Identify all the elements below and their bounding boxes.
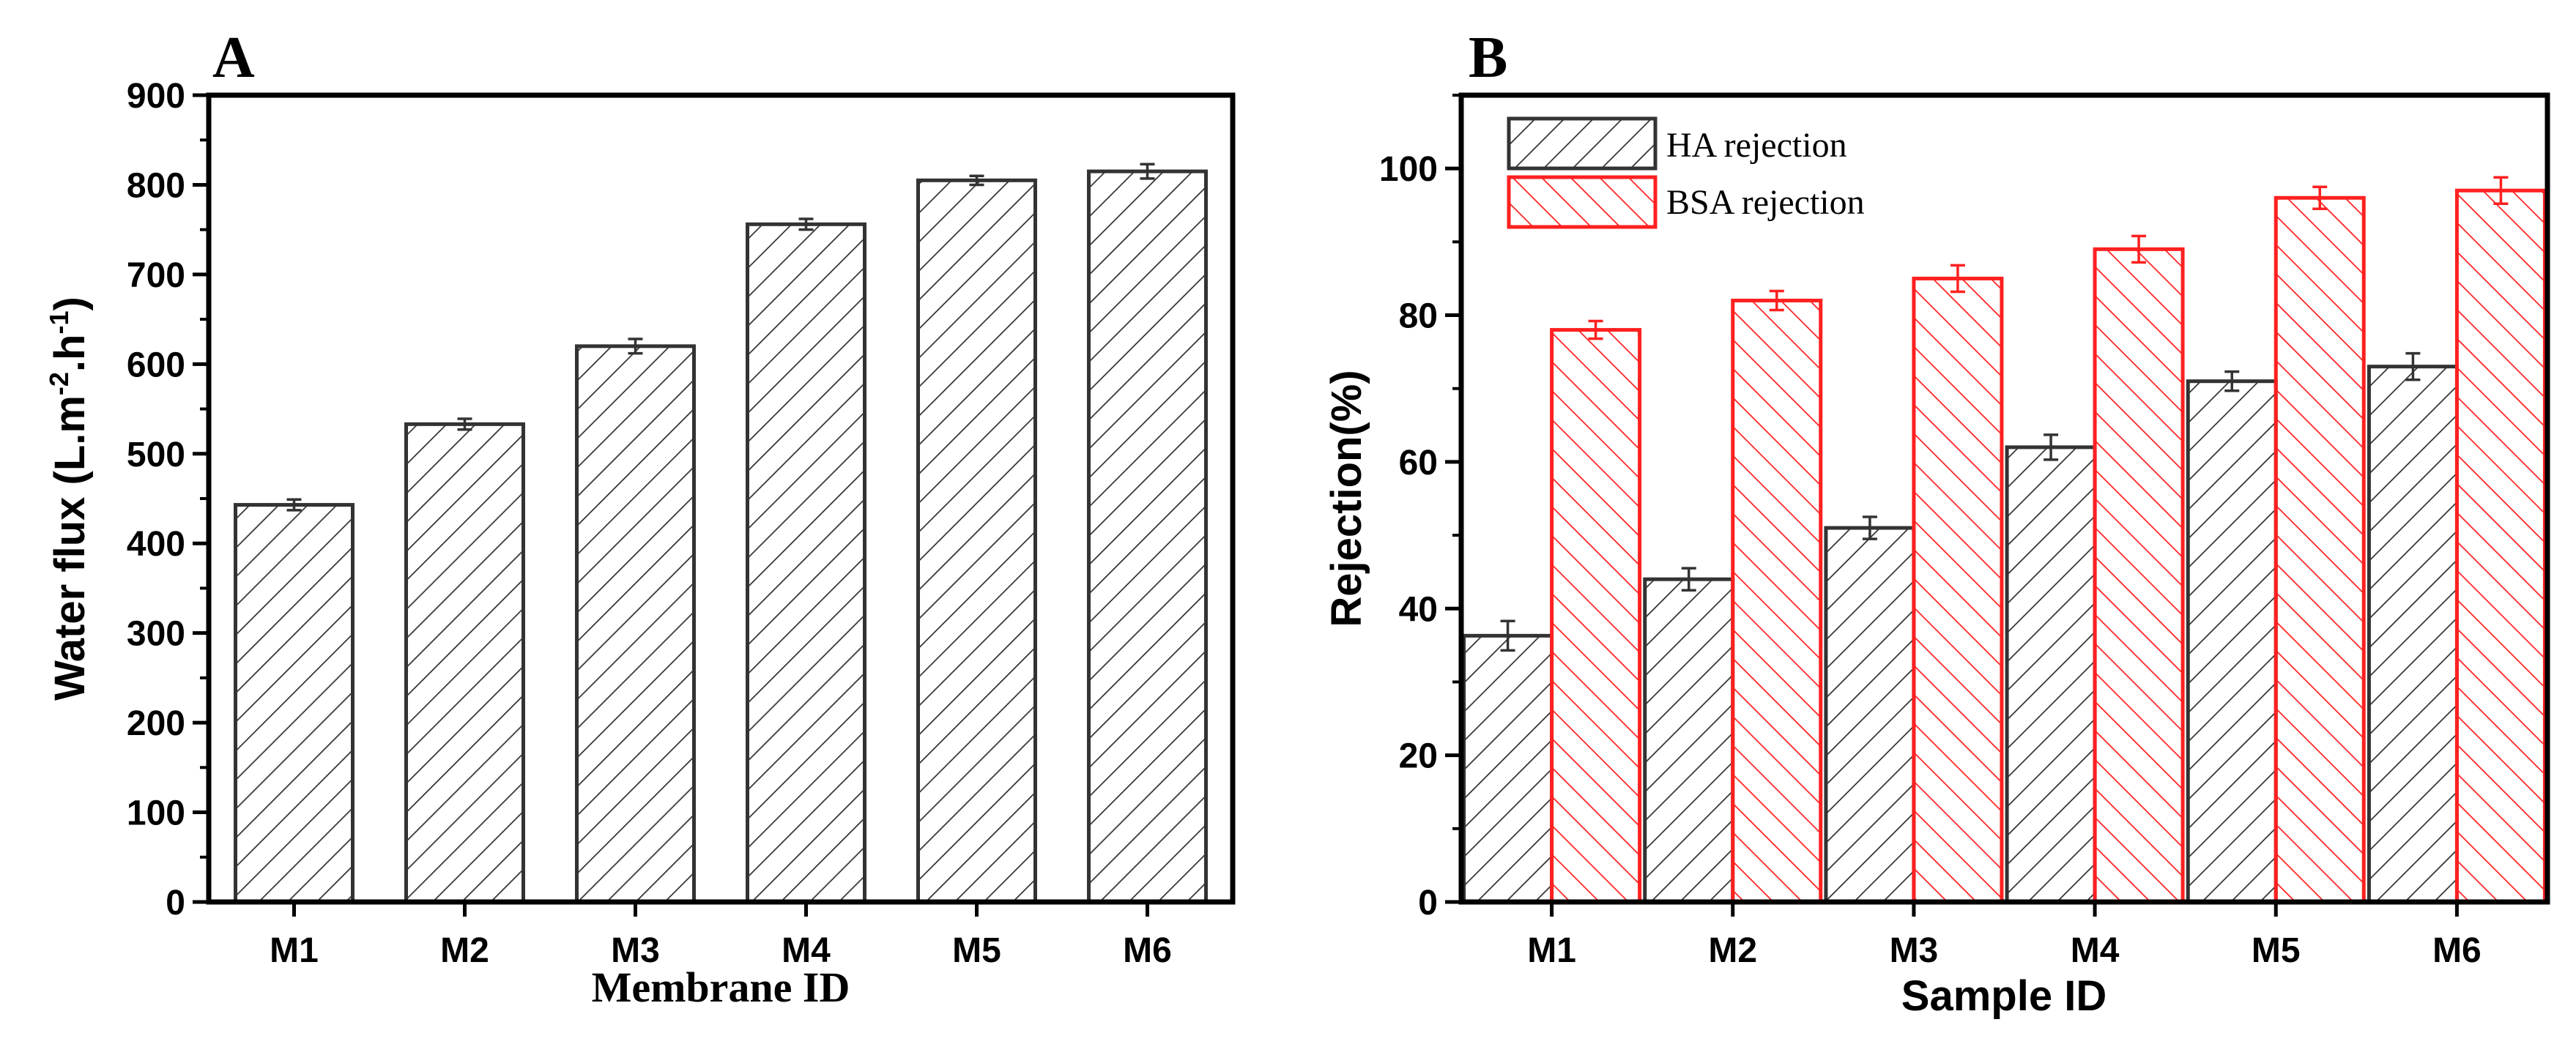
panel-b-y-tick-label: 60 <box>1399 444 1438 482</box>
legend-swatch-bsa <box>1507 175 1658 229</box>
panel-a-x-tick-label: M3 <box>611 931 660 970</box>
panel-a-y-tick-label: 800 <box>127 166 185 205</box>
panel-a: A M1 M2 M3 M4 M5 M6 0 100 200 300 400 500 600 700 800… <box>44 26 1236 1011</box>
panel-a-y-tick-label: 200 <box>127 704 185 743</box>
panel-a-y-tick-label: 400 <box>127 525 185 564</box>
panel-b-bar-ha-m1 <box>1462 633 1554 904</box>
panel-a-bar-m2 <box>404 422 525 904</box>
panel-b-y-ticks: 0 20 40 60 80 100 <box>1379 94 1461 922</box>
panel-b-y-tick-label: 0 <box>1418 884 1438 922</box>
panel-a-y-tick-label: 600 <box>127 346 185 384</box>
panel-a-y-title: Water flux (L.m-2.h-1) <box>44 297 94 701</box>
panel-b-bar-ha-m6 <box>2367 365 2459 904</box>
panel-b-x-tick-label: M6 <box>2432 931 2482 970</box>
legend-label-ha: HA rejection <box>1666 126 1847 165</box>
panel-a-frame <box>206 92 1236 905</box>
panel-b-x-tick-label: M4 <box>2071 931 2120 970</box>
panel-a-y-title-sup2: -1 <box>44 310 74 334</box>
panel-b-bar-bsa-m6 <box>2454 188 2547 904</box>
panel-b-bar-bsa-m3 <box>1912 276 2004 904</box>
panel-b-bar-ha-m3 <box>1824 526 1916 904</box>
panel-a-bar-m1 <box>234 503 355 904</box>
panel-a-y-tick-label: 700 <box>127 256 185 295</box>
panel-b-bar-bsa-m4 <box>2093 247 2185 904</box>
panel-b-bar-ha-m2 <box>1643 577 1735 904</box>
panel-a-label: A <box>212 26 255 90</box>
panel-a-x-tick-label: M4 <box>782 931 831 970</box>
panel-b: B M1 M2 M3 M4 M5 M6 0 20 40 60 80 100 Sample ID Re… <box>1323 26 2550 1020</box>
panel-b-bar-bsa-m5 <box>2274 195 2366 904</box>
panel-b-x-tick-label: M5 <box>2252 931 2301 970</box>
panel-b-x-tick-label: M3 <box>1890 931 1939 970</box>
panel-b-x-tick-label: M1 <box>1527 931 1576 970</box>
panel-b-bar-bsa-m1 <box>1550 328 1642 904</box>
panel-a-y-title-sup1: -2 <box>44 372 74 395</box>
panel-a-y-title-end: ) <box>46 297 94 310</box>
panel-a-x-tick-label: M2 <box>440 931 489 970</box>
legend: HA rejection BSA rejection <box>1507 116 1865 229</box>
panel-b-bars <box>1462 176 2547 904</box>
panel-a-y-tick-label: 300 <box>127 615 185 654</box>
panel-a-x-tick-label: M5 <box>952 931 1001 970</box>
legend-swatch-ha <box>1507 116 1658 171</box>
panel-b-y-tick-label: 80 <box>1399 297 1438 336</box>
panel-a-bar-m4 <box>746 222 866 904</box>
panel-a-x-ticks: M1 M2 M3 M4 M5 M6 <box>270 902 1172 970</box>
panel-b-bar-bsa-m2 <box>1731 299 1823 904</box>
panel-a-bar-m6 <box>1087 169 1208 904</box>
panel-b-y-title: Rejection(%) <box>1323 370 1370 627</box>
panel-b-x-title: Sample ID <box>1901 972 2107 1020</box>
panel-b-bar-ha-m4 <box>2005 445 2097 904</box>
panel-a-bar-m3 <box>575 344 696 904</box>
panel-b-y-tick-label: 20 <box>1399 737 1438 776</box>
panel-b-x-ticks: M1 M2 M3 M4 M5 M6 <box>1527 902 2482 970</box>
panel-a-bar-m5 <box>916 178 1037 904</box>
panel-b-bar-ha-m5 <box>2186 379 2278 904</box>
panel-a-y-ticks: 0 100 200 300 400 500 600 700 800 900 <box>127 77 209 922</box>
panel-b-y-tick-label: 40 <box>1399 590 1438 629</box>
panel-a-bars <box>234 163 1208 904</box>
panel-a-x-tick-label: M6 <box>1123 931 1172 970</box>
panel-b-label: B <box>1469 26 1507 90</box>
panel-a-y-title-mid: .h <box>46 335 94 373</box>
panel-a-y-title-main: Water flux (L.m <box>46 395 94 701</box>
panel-a-x-title: Membrane ID <box>592 963 850 1011</box>
legend-label-bsa: BSA rejection <box>1666 183 1865 222</box>
panel-a-y-tick-label: 900 <box>127 77 185 116</box>
panel-b-x-tick-label: M2 <box>1708 931 1757 970</box>
panel-a-y-tick-label: 500 <box>127 436 185 474</box>
legend-item-bsa: BSA rejection <box>1507 175 1865 229</box>
legend-item-ha: HA rejection <box>1507 116 1847 171</box>
panel-a-y-tick-label: 100 <box>127 794 185 833</box>
panel-b-y-tick-label: 100 <box>1379 150 1438 189</box>
panel-a-y-tick-label: 0 <box>166 884 185 922</box>
panel-b-frame <box>1458 92 2550 905</box>
panel-a-x-tick-label: M1 <box>270 931 319 970</box>
